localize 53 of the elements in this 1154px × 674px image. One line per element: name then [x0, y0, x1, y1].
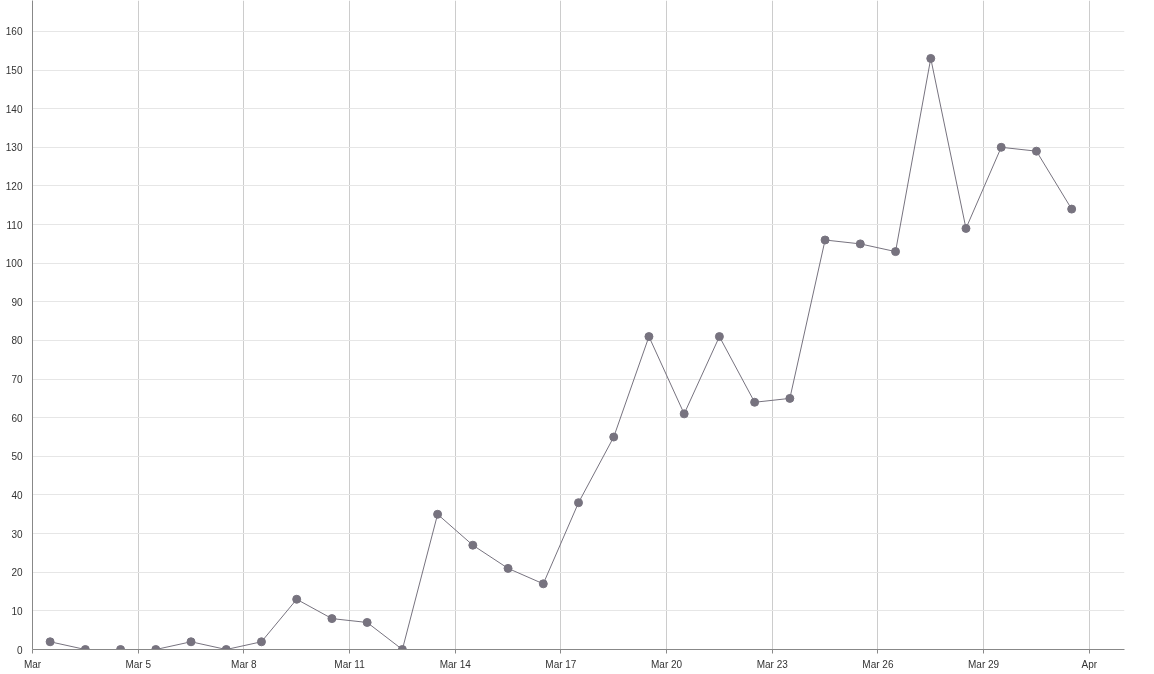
point [327, 614, 337, 624]
y-tick-label: 60 [11, 412, 23, 424]
x-tick-label: Apr [1081, 658, 1098, 670]
x-tick-label: Mar 11 [334, 658, 366, 670]
y-tick-label: 10 [11, 605, 23, 617]
point [785, 393, 795, 403]
point [961, 223, 971, 233]
point [996, 142, 1006, 152]
y-tick-label: 40 [11, 489, 23, 501]
x-tick-label: Mar 20 [651, 658, 683, 670]
x-tick-label: Mar 26 [862, 658, 894, 670]
x-tick-label: Mar 17 [545, 658, 577, 670]
y-tick-label: 70 [11, 374, 23, 386]
y-tick-label: 150 [5, 65, 23, 77]
point [292, 594, 302, 604]
point [714, 332, 724, 342]
point [45, 637, 55, 647]
point [926, 53, 936, 63]
y-tick-label: 120 [5, 180, 23, 192]
y-tick-label: 140 [5, 103, 23, 115]
x-tick-label: Mar 5 [125, 658, 152, 670]
x-tick-label: Mar 8 [231, 658, 258, 670]
point [186, 637, 196, 647]
y-tick-label: 130 [5, 142, 23, 154]
y-tick-label: 110 [6, 219, 23, 231]
y-tick-label: 0 [16, 644, 23, 656]
x-tick-label: Mar 23 [756, 658, 789, 670]
y-tick-label: 20 [11, 567, 23, 579]
y-tick-label: 90 [11, 296, 23, 308]
point [468, 540, 478, 550]
y-tick-label: 30 [11, 528, 23, 540]
point [433, 509, 443, 519]
x-tick-label: Mar 29 [968, 658, 1000, 670]
point [256, 637, 266, 647]
point [1031, 146, 1041, 156]
y-tick-label: 80 [11, 335, 23, 347]
point [503, 563, 513, 573]
point [891, 247, 901, 257]
y-tick-label: 50 [11, 451, 23, 463]
x-tick-label: Mar [23, 658, 42, 670]
x-tick-label: Mar 14 [439, 658, 472, 670]
point [362, 617, 372, 627]
point [855, 239, 865, 249]
y-tick-label: 100 [5, 258, 23, 270]
point [820, 235, 830, 245]
point [538, 579, 548, 589]
point [609, 432, 619, 442]
y-tick-label: 160 [5, 26, 23, 38]
point [644, 332, 654, 342]
point [1067, 204, 1077, 214]
point [750, 397, 760, 407]
point [679, 409, 689, 419]
point [574, 498, 583, 508]
